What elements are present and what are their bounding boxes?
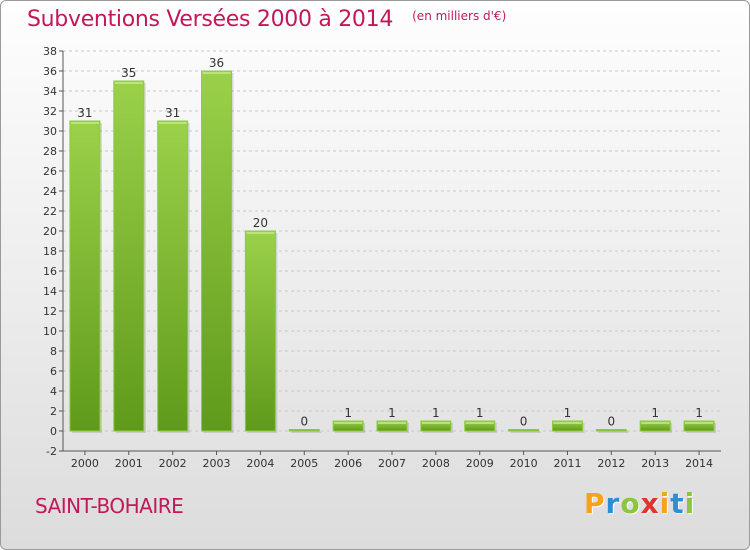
x-tick-label-2004: 2004: [246, 457, 274, 470]
bar-highlight: [685, 422, 714, 424]
data-label-2008: 1: [432, 406, 440, 420]
y-tick-label: 36: [43, 65, 57, 78]
bar-shadow: [291, 431, 322, 433]
logo-letter: P: [584, 487, 606, 520]
bar-shadow: [598, 431, 629, 433]
x-tick-label-2009: 2009: [466, 457, 494, 470]
data-label-2010: 0: [520, 415, 528, 429]
x-tick-label-2012: 2012: [597, 457, 625, 470]
x-tick-label-2007: 2007: [378, 457, 406, 470]
x-tick-label-2003: 2003: [203, 457, 231, 470]
x-tick-label-2001: 2001: [115, 457, 143, 470]
y-tick-label: 10: [43, 325, 57, 338]
data-label-2011: 1: [564, 406, 572, 420]
axes: -202468101214161820222426283032343638200…: [43, 45, 721, 470]
data-label-2012: 0: [608, 415, 616, 429]
data-label-2001: 35: [121, 66, 136, 80]
y-tick-label: 16: [43, 265, 57, 278]
x-tick-label-2010: 2010: [510, 457, 538, 470]
x-tick-label-2008: 2008: [422, 457, 450, 470]
bar-2003: [201, 70, 233, 432]
data-label-2004: 20: [253, 216, 268, 230]
data-label-2006: 1: [344, 406, 352, 420]
bar-2010: [508, 429, 540, 432]
bar-2005: [288, 429, 320, 432]
bar-2011: [551, 420, 583, 432]
data-label-2000: 31: [77, 106, 92, 120]
chart-unit-note: (en milliers d'€): [412, 9, 507, 23]
logo-letter: r: [605, 487, 621, 520]
title-block: Subventions Versées 2000 à 2014 (en mill…: [27, 7, 506, 32]
y-tick-label: 6: [50, 365, 57, 378]
bar-2012: [595, 429, 627, 432]
x-tick-label-2014: 2014: [685, 457, 713, 470]
y-tick-label: 32: [43, 105, 57, 118]
data-label-2005: 0: [300, 415, 308, 429]
y-tick-label: -2: [46, 445, 57, 458]
y-tick-label: 24: [43, 185, 57, 198]
logo-letter: o: [620, 487, 641, 520]
data-label-2002: 31: [165, 106, 180, 120]
bar-highlight: [421, 422, 450, 424]
y-tick-label: 30: [43, 125, 57, 138]
logo-letter: i: [659, 487, 671, 520]
y-tick-label: 28: [43, 145, 57, 158]
logo-letter: i: [684, 487, 696, 520]
data-label-2003: 36: [209, 56, 224, 70]
chart-title: Subventions Versées 2000 à 2014: [27, 7, 394, 32]
y-tick-label: 20: [43, 225, 57, 238]
x-tick-label-2006: 2006: [334, 457, 362, 470]
x-tick-label-2011: 2011: [553, 457, 581, 470]
x-tick-label-2002: 2002: [159, 457, 187, 470]
data-label-2009: 1: [476, 406, 484, 420]
y-tick-label: 34: [43, 85, 57, 98]
bar-highlight: [641, 422, 670, 424]
bar-highlight: [202, 72, 231, 74]
y-tick-label: 26: [43, 165, 57, 178]
commune-name: SAINT-BOHAIRE: [35, 494, 184, 518]
bars: [69, 70, 717, 433]
bar-2013: [639, 420, 671, 432]
y-tick-label: 38: [43, 45, 57, 58]
y-tick-label: 2: [50, 405, 57, 418]
bar-highlight: [158, 122, 187, 124]
y-tick-label: 12: [43, 305, 57, 318]
bar-2006: [332, 420, 364, 432]
y-tick-label: 8: [50, 345, 57, 358]
bar-highlight: [246, 232, 275, 234]
x-tick-label-2000: 2000: [71, 457, 99, 470]
bar-2009: [464, 420, 496, 432]
y-tick-label: 22: [43, 205, 57, 218]
bar-2004: [244, 230, 276, 432]
data-label-2014: 1: [695, 406, 703, 420]
bar-highlight: [334, 422, 363, 424]
y-tick-label: 4: [50, 385, 57, 398]
bar-highlight: [70, 122, 99, 124]
bar-2002: [157, 120, 189, 432]
y-tick-label: 18: [43, 245, 57, 258]
bar-2008: [420, 420, 452, 432]
bar-2001: [113, 80, 145, 432]
bar-2007: [376, 420, 408, 432]
proxiti-logo[interactable]: Proxiti: [584, 487, 695, 520]
bar-highlight: [553, 422, 582, 424]
y-tick-label: 14: [43, 285, 57, 298]
bar-2014: [683, 420, 715, 432]
bar-2000: [69, 120, 101, 432]
data-label-2007: 1: [388, 406, 396, 420]
bar-highlight: [378, 422, 406, 424]
bar-shadow: [510, 431, 541, 433]
bar-highlight: [114, 82, 143, 84]
logo-letter: t: [670, 487, 685, 520]
data-label-2013: 1: [651, 406, 659, 420]
logo-letter: x: [640, 487, 660, 520]
data-labels: 31 35 31 36 20 0 1 1 1 1 0 1 0 1 1: [77, 56, 703, 429]
y-tick-label: 0: [50, 425, 57, 438]
x-tick-label-2005: 2005: [290, 457, 318, 470]
x-tick-label-2013: 2013: [641, 457, 669, 470]
bar-highlight: [465, 422, 494, 424]
